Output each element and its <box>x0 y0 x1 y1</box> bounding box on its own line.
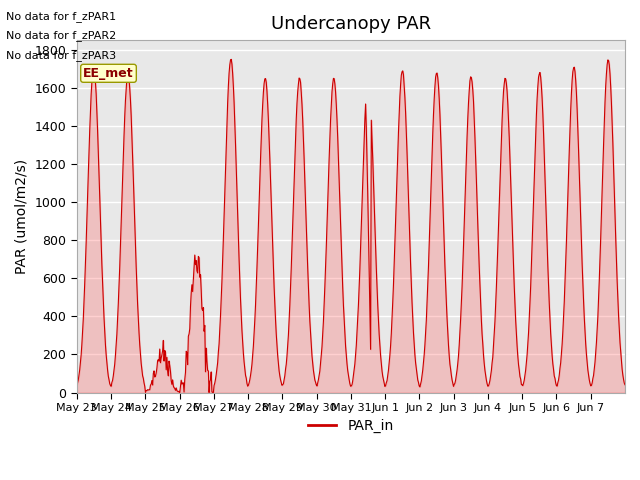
Title: Undercanopy PAR: Undercanopy PAR <box>271 15 431 33</box>
Legend: PAR_in: PAR_in <box>303 413 399 438</box>
Text: No data for f_zPAR2: No data for f_zPAR2 <box>6 30 116 41</box>
Y-axis label: PAR (umol/m2/s): PAR (umol/m2/s) <box>15 159 29 274</box>
Text: No data for f_zPAR1: No data for f_zPAR1 <box>6 11 116 22</box>
Text: EE_met: EE_met <box>83 67 134 80</box>
Text: No data for f_zPAR3: No data for f_zPAR3 <box>6 49 116 60</box>
